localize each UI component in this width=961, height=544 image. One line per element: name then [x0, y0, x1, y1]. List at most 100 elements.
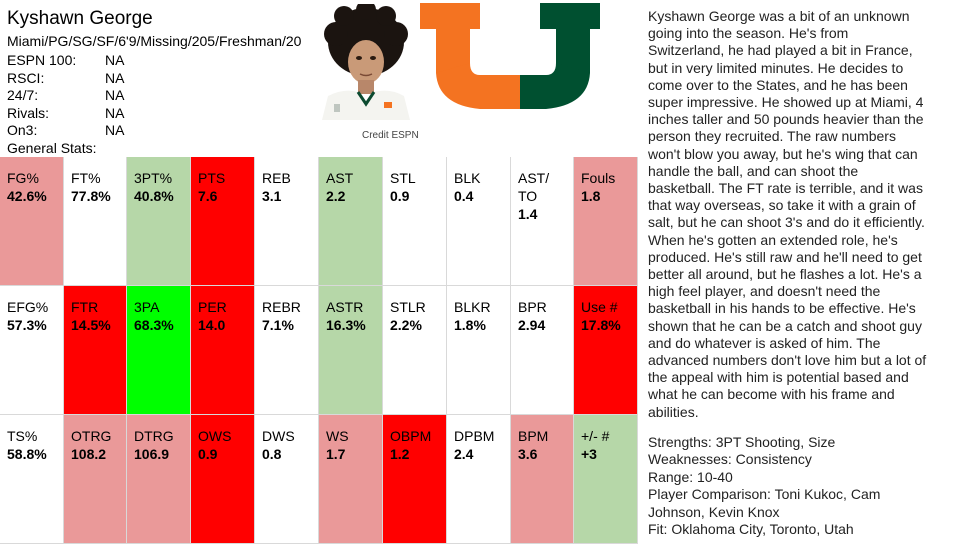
stat-label: FT% — [71, 170, 101, 186]
general-stats-label: General Stats: — [7, 140, 97, 156]
stat-cell: PTS 7.6 — [191, 157, 255, 286]
stat-value: +3 — [581, 446, 597, 462]
stat-label: OWS — [198, 428, 232, 444]
stat-value: 68.3% — [134, 317, 174, 333]
stat-value: 40.8% — [134, 188, 174, 204]
scouting-description: Kyshawn George was a bit of an unknown g… — [648, 8, 927, 420]
strengths-text: Strengths: 3PT Shooting, Size — [648, 434, 836, 450]
scouting-summary: Strengths: 3PT Shooting, Size Weaknesses… — [648, 434, 938, 538]
stat-value: 14.5% — [71, 317, 111, 333]
stat-cell: BLKR 1.8% — [447, 286, 511, 415]
miami-u-logo — [420, 3, 620, 113]
stat-label: DTRG — [134, 428, 174, 444]
photo-credit: Credit ESPN — [362, 130, 419, 141]
stat-value: 1.7 — [326, 446, 346, 462]
stat-label: Fouls — [581, 170, 616, 186]
stat-label: FG% — [7, 170, 39, 186]
stat-cell: STL 0.9 — [383, 157, 447, 286]
stat-value: 77.8% — [71, 188, 111, 204]
stat-value: 3.6 — [518, 446, 538, 462]
stat-value: 17.8% — [581, 317, 621, 333]
stat-value: 7.1% — [262, 317, 294, 333]
stat-cell: FT% 77.8% — [64, 157, 127, 286]
stat-value: 0.4 — [454, 188, 474, 204]
stat-label: 3PA — [134, 299, 160, 315]
stat-label: AST — [326, 170, 354, 186]
player-photo — [314, 4, 416, 120]
stat-cell: Fouls 1.8 — [574, 157, 638, 286]
stat-label: STL — [390, 170, 416, 186]
stat-label: DWS — [262, 428, 295, 444]
stat-cell: DTRG 106.9 — [127, 415, 191, 544]
ranking-value-247: NA — [105, 87, 125, 103]
stat-value: 1.4 — [518, 206, 538, 222]
stat-value: 2.2% — [390, 317, 422, 333]
stat-label: EFG% — [7, 299, 49, 315]
stat-label: BPR — [518, 299, 547, 315]
stat-cell: DPBM 2.4 — [447, 415, 511, 544]
stat-value: 3.1 — [262, 188, 282, 204]
stat-label: ASTR — [326, 299, 364, 315]
ranking-value-rsci: NA — [105, 70, 125, 86]
stat-cell: WS 1.7 — [319, 415, 383, 544]
stat-label: BLK — [454, 170, 481, 186]
stat-label: OTRG — [71, 428, 112, 444]
stat-cell: TS% 58.8% — [0, 415, 64, 544]
stat-label: AST/TO — [518, 170, 550, 204]
stat-label: OBPM — [390, 428, 432, 444]
ranking-label-rivals: Rivals: — [7, 105, 50, 121]
stat-value: 7.6 — [198, 188, 218, 204]
stat-cell: EFG% 57.3% — [0, 286, 64, 415]
stat-value: 57.3% — [7, 317, 47, 333]
stat-label: FTR — [71, 299, 99, 315]
stat-value: 1.2 — [390, 446, 410, 462]
weaknesses-text: Weaknesses: Consistency — [648, 451, 812, 468]
ranking-label-on3: On3: — [7, 122, 38, 138]
stat-value: 108.2 — [71, 446, 107, 462]
stat-cell: BLK 0.4 — [447, 157, 511, 286]
stat-label: BPM — [518, 428, 549, 444]
stat-cell: AST 2.2 — [319, 157, 383, 286]
stat-cell: FG% 42.6% — [0, 157, 64, 286]
ranking-label-247: 24/7: — [7, 87, 39, 103]
stat-label: Use # — [581, 299, 618, 315]
stats-grid: FG% 42.6% FT% 77.8% 3PT% 40.8% PTS 7.6 REB 3.1 AST… — [0, 157, 638, 544]
stat-value: 16.3% — [326, 317, 366, 333]
stat-value: 0.8 — [262, 446, 282, 462]
stat-label: 3PT% — [134, 170, 173, 186]
stat-cell: OTRG 108.2 — [64, 415, 127, 544]
player-info: Miami/PG/SG/SF/6'9/Missing/205/Freshman/… — [7, 33, 302, 49]
stat-cell: OWS 0.9 — [191, 415, 255, 544]
stat-label: TS% — [7, 428, 38, 444]
stat-value: 42.6% — [7, 188, 47, 204]
stat-value: 2.4 — [454, 446, 474, 462]
stat-value: 2.94 — [518, 317, 546, 333]
player-comparison-text: Player Comparison: Toni Kukoc, Cam Johns… — [648, 486, 881, 520]
stat-label: REB — [262, 170, 291, 186]
stat-cell: 3PA 68.3% — [127, 286, 191, 415]
stat-cell: PER 14.0 — [191, 286, 255, 415]
stat-cell: FTR 14.5% — [64, 286, 127, 415]
stat-cell: +/- # +3 — [574, 415, 638, 544]
ranking-value-on3: NA — [105, 122, 125, 138]
ranking-value-espn: NA — [105, 52, 125, 68]
stat-value: 14.0 — [198, 317, 226, 333]
stat-value: 1.8% — [454, 317, 486, 333]
stat-value: 58.8% — [7, 446, 47, 462]
stat-value: 1.8 — [581, 188, 601, 204]
stat-cell: REB 3.1 — [255, 157, 319, 286]
ranking-label-rsci: RSCI: — [7, 70, 45, 86]
stat-cell: OBPM 1.2 — [383, 415, 447, 544]
stat-cell: STLR 2.2% — [383, 286, 447, 415]
stat-label: PTS — [198, 170, 226, 186]
stat-label: STLR — [390, 299, 426, 315]
stat-cell: 3PT% 40.8% — [127, 157, 191, 286]
stat-value: 0.9 — [390, 188, 410, 204]
stat-label: DPBM — [454, 428, 495, 444]
stat-label: WS — [326, 428, 349, 444]
stat-value: 0.9 — [198, 446, 218, 462]
stat-value: 2.2 — [326, 188, 346, 204]
stat-label: PER — [198, 299, 227, 315]
stat-cell: BPR 2.94 — [511, 286, 574, 415]
player-name: Kyshawn George — [7, 8, 153, 29]
